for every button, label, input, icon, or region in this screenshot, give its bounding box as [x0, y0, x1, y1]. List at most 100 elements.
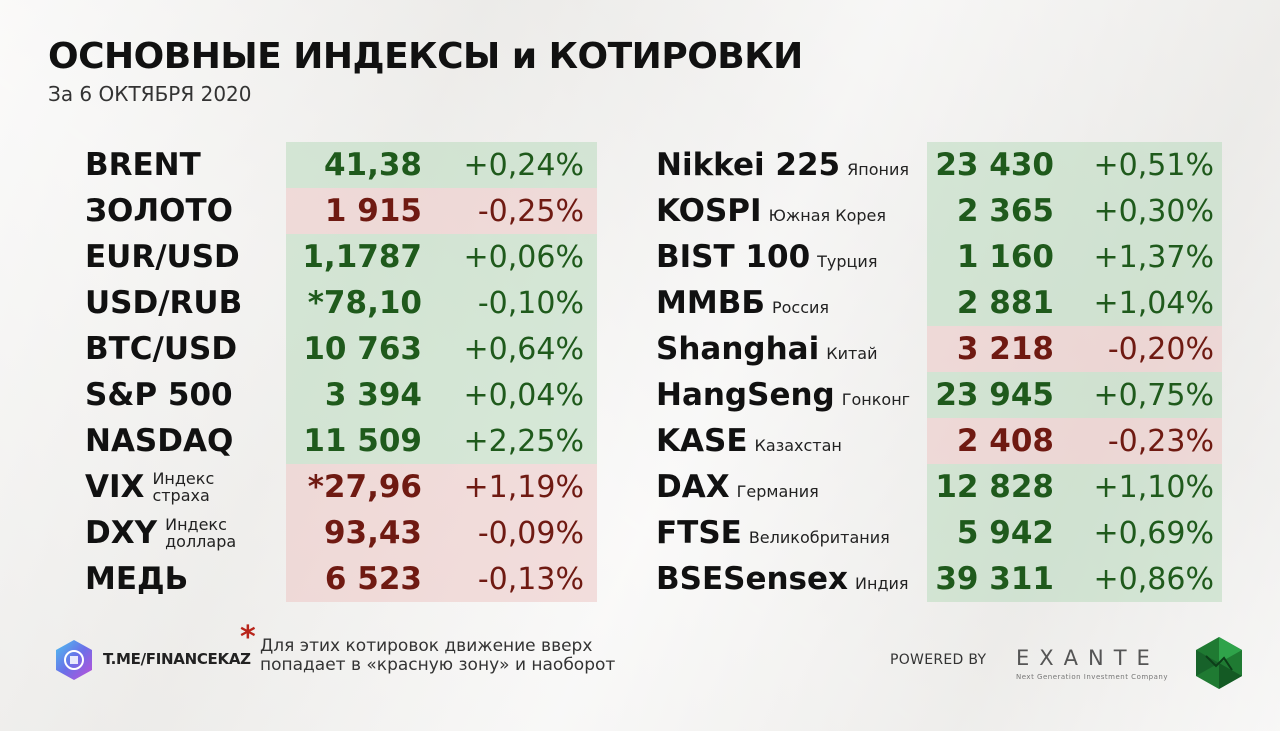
- quote-value: 39 311: [935, 561, 1054, 597]
- exante-tagline: Next Generation Investment Company: [1016, 673, 1168, 681]
- instrument-name: DAX Германия: [656, 469, 819, 505]
- instrument-note: Россия: [771, 298, 830, 317]
- quote-value: 93,43: [323, 515, 422, 551]
- left-quote-row: NASDAQ 11 509 +2,25%: [0, 418, 1280, 464]
- right-green-zone-hangseng: [927, 372, 1222, 418]
- instrument-name: FTSE Великобритания: [656, 515, 890, 551]
- instrument-note: Великобритания: [748, 528, 890, 547]
- instrument-name: DXY Индекс доллара: [85, 515, 265, 551]
- quote-value: 5 942: [956, 515, 1054, 551]
- left-quote-row: BRENT 41,38 +0,24%: [0, 142, 1280, 188]
- left-green-zone-top: [286, 142, 597, 188]
- left-quote-row: S&P 500 3 394 +0,04%: [0, 372, 1280, 418]
- instrument-label: BRENT: [85, 147, 201, 183]
- instrument-name: NASDAQ: [85, 423, 233, 459]
- instrument-label: KASE: [656, 423, 748, 459]
- quote-value: 1,1787: [302, 239, 422, 275]
- instrument-name: BSESensex Индия: [656, 561, 909, 597]
- footnote-asterisk: *: [240, 620, 256, 655]
- instrument-name: S&P 500: [85, 377, 233, 413]
- instrument-label: EUR/USD: [85, 239, 240, 275]
- right-quote-row: ММВБ Россия 2 881 +1,04%: [0, 280, 1280, 326]
- quote-change: +0,75%: [1093, 377, 1214, 413]
- right-red-zone-shanghai: [927, 326, 1222, 372]
- instrument-name: EUR/USD: [85, 239, 240, 275]
- left-quote-row: DXY Индекс доллара 93,43 -0,09%: [0, 510, 1280, 556]
- quote-value: 11 509: [303, 423, 422, 459]
- right-green-zone-top: [927, 142, 1222, 326]
- telegram-channel-link[interactable]: T.ME/FINANCEKAZ: [103, 650, 251, 668]
- quote-change: +1,10%: [1093, 469, 1214, 505]
- instrument-name: МЕДЬ: [85, 561, 188, 597]
- instrument-note: Германия: [736, 482, 819, 501]
- page-title: ОСНОВНЫЕ ИНДЕКСЫ и КОТИРОВКИ: [48, 36, 803, 77]
- left-quote-row: ЗОЛОТО 1 915 -0,25%: [0, 188, 1280, 234]
- instrument-name: BTC/USD: [85, 331, 237, 367]
- quote-change: -0,13%: [477, 561, 584, 597]
- instrument-name: BRENT: [85, 147, 201, 183]
- instrument-label: BSESensex: [656, 561, 849, 597]
- instrument-label: МЕДЬ: [85, 561, 189, 597]
- quote-value: 2 365: [956, 193, 1054, 229]
- quote-value: 12 828: [935, 469, 1054, 505]
- left-red-zone-bottom: [286, 464, 597, 602]
- instrument-label: NASDAQ: [85, 423, 234, 459]
- instrument-label: ЗОЛОТО: [85, 193, 233, 229]
- right-quote-row: HangSeng Гонконг 23 945 +0,75%: [0, 372, 1280, 418]
- quote-change: +0,86%: [1093, 561, 1214, 597]
- quote-change: +1,04%: [1093, 285, 1214, 321]
- quote-value: 3 218: [956, 331, 1054, 367]
- quote-change: -0,20%: [1107, 331, 1214, 367]
- instrument-label: FTSE: [656, 515, 742, 551]
- instrument-label: BIST 100: [656, 239, 811, 275]
- quote-value: 3 394: [324, 377, 422, 413]
- quote-change: -0,10%: [477, 285, 584, 321]
- instrument-name: USD/RUB: [85, 285, 242, 321]
- quote-change: +1,37%: [1093, 239, 1214, 275]
- powered-by-label: POWERED BY: [890, 652, 987, 668]
- right-quote-row: BIST 100 Турция 1 160 +1,37%: [0, 234, 1280, 280]
- quote-change: +0,64%: [463, 331, 584, 367]
- quote-value: 41,38: [323, 147, 422, 183]
- instrument-name: Nikkei 225 Япония: [656, 147, 909, 183]
- left-quote-row: VIX Индекс страха *27,96 +1,19%: [0, 464, 1280, 510]
- left-green-zone-mid: [286, 234, 597, 464]
- exante-wordmark: EXANTE: [1016, 646, 1160, 670]
- instrument-note: Индекс страха: [152, 469, 215, 505]
- instrument-note: Казахстан: [754, 436, 842, 455]
- instrument-label: VIX: [85, 469, 145, 505]
- quote-value: 2 881: [956, 285, 1054, 321]
- instrument-note: Южная Корея: [768, 206, 887, 225]
- quote-value: 1 160: [956, 239, 1054, 275]
- right-red-zone-kase: [927, 418, 1222, 464]
- instrument-note: Турция: [817, 252, 878, 271]
- quote-change: +0,06%: [463, 239, 584, 275]
- instrument-note: Индия: [855, 574, 909, 593]
- instrument-note: Китай: [826, 344, 878, 363]
- instrument-name: KOSPI Южная Корея: [656, 193, 886, 229]
- exante-logo-icon: [1196, 637, 1242, 689]
- date-subtitle: За 6 ОКТЯБРЯ 2020: [48, 82, 252, 106]
- instrument-label: Nikkei 225: [656, 147, 841, 183]
- quote-change: +0,30%: [1093, 193, 1214, 229]
- instrument-label: HangSeng: [656, 377, 835, 413]
- left-quote-row: BTC/USD 10 763 +0,64%: [0, 326, 1280, 372]
- quote-change: +0,04%: [463, 377, 584, 413]
- quote-value: 6 523: [324, 561, 422, 597]
- right-quote-row: BSESensex Индия 39 311 +0,86%: [0, 556, 1280, 602]
- quote-change: +0,51%: [1093, 147, 1214, 183]
- right-quote-row: KASE Казахстан 2 408 -0,23%: [0, 418, 1280, 464]
- right-quote-row: Nikkei 225 Япония 23 430 +0,51%: [0, 142, 1280, 188]
- left-quote-row: МЕДЬ 6 523 -0,13%: [0, 556, 1280, 602]
- quote-value: 10 763: [303, 331, 422, 367]
- instrument-label: ММВБ: [656, 285, 765, 321]
- instrument-label: Shanghai: [656, 331, 820, 367]
- instrument-name: ММВБ Россия: [656, 285, 829, 321]
- quote-change: -0,25%: [477, 193, 584, 229]
- instrument-name: Shanghai Китай: [656, 331, 877, 367]
- instrument-label: KOSPI: [656, 193, 762, 229]
- quote-change: +0,69%: [1093, 515, 1214, 551]
- right-quote-row: Shanghai Китай 3 218 -0,20%: [0, 326, 1280, 372]
- left-quote-row: USD/RUB *78,10 -0,10%: [0, 280, 1280, 326]
- instrument-label: DXY: [85, 515, 158, 551]
